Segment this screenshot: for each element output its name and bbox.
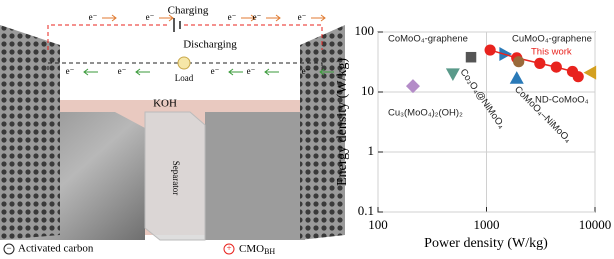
positive-label-main: CMO bbox=[239, 243, 264, 255]
x-tick-label: 10000 bbox=[579, 217, 612, 232]
electron-label: e⁻ bbox=[228, 12, 237, 22]
bulb bbox=[178, 57, 190, 69]
battery-gap bbox=[170, 18, 184, 32]
y-tick-label: 10 bbox=[361, 83, 374, 98]
electron-arrow bbox=[311, 15, 325, 21]
y-tick-label: 0.1 bbox=[358, 203, 374, 218]
separator-label: Separator bbox=[171, 161, 181, 195]
data-point bbox=[534, 58, 545, 69]
negative-label: Activated carbon bbox=[18, 243, 94, 255]
data-point bbox=[573, 71, 584, 82]
schematic: Charging Discharging Load KOH Separator … bbox=[0, 5, 345, 256]
load-label: Load bbox=[175, 73, 194, 83]
data-point bbox=[510, 71, 524, 84]
data-point bbox=[406, 79, 420, 93]
data-point bbox=[551, 62, 562, 73]
data-point bbox=[446, 68, 460, 81]
charging-label: Charging bbox=[168, 5, 209, 17]
data-point bbox=[466, 52, 477, 63]
electron-label: e⁻ bbox=[253, 12, 262, 22]
figure: Charging Discharging Load KOH Separator … bbox=[0, 0, 614, 259]
series-label: Cu₃(MoO₄)₂(OH)₂ bbox=[388, 108, 463, 119]
electron-label: e⁻ bbox=[66, 66, 75, 76]
series-label: CoMoO₄-graphene bbox=[388, 34, 468, 45]
electron-label: e⁻ bbox=[146, 12, 155, 22]
series-label: Co₃O₄@NiMoO₄ bbox=[457, 67, 506, 131]
discharging-label: Discharging bbox=[183, 39, 237, 51]
data-point bbox=[513, 56, 524, 67]
positive-label-sub: BH bbox=[264, 247, 275, 256]
electron-label: e⁻ bbox=[89, 12, 98, 22]
series-label: CuMoO₄-graphene bbox=[512, 34, 592, 45]
electron-label: e⁻ bbox=[298, 12, 307, 22]
data-point bbox=[584, 66, 597, 80]
left-foam bbox=[0, 25, 60, 240]
negative-sign: − bbox=[6, 243, 11, 253]
positive-label: CMOBH bbox=[239, 243, 275, 256]
y-tick-label: 100 bbox=[355, 23, 375, 38]
series-label: CoMoO₄–NiMoO₄ bbox=[512, 84, 573, 145]
electron-label: e⁻ bbox=[247, 66, 256, 76]
series-label: ND-CoMoO₄ bbox=[535, 95, 589, 106]
x-axis-label: Power density (W/kg) bbox=[424, 236, 548, 251]
data-point bbox=[485, 44, 496, 55]
electron-label: e⁻ bbox=[211, 66, 220, 76]
y-axis-label: Energy density (W/kg) bbox=[335, 58, 350, 186]
electrolyte-label: KOH bbox=[153, 98, 177, 110]
positive-sign: + bbox=[226, 243, 231, 253]
positive-electrode bbox=[205, 112, 305, 240]
x-tick-label: 1000 bbox=[474, 217, 500, 232]
y-tick-label: 1 bbox=[368, 143, 375, 158]
series-label: This work bbox=[531, 47, 572, 58]
electron-label: e⁻ bbox=[302, 66, 311, 76]
x-tick-label: 100 bbox=[368, 217, 388, 232]
electron-label: e⁻ bbox=[118, 66, 127, 76]
